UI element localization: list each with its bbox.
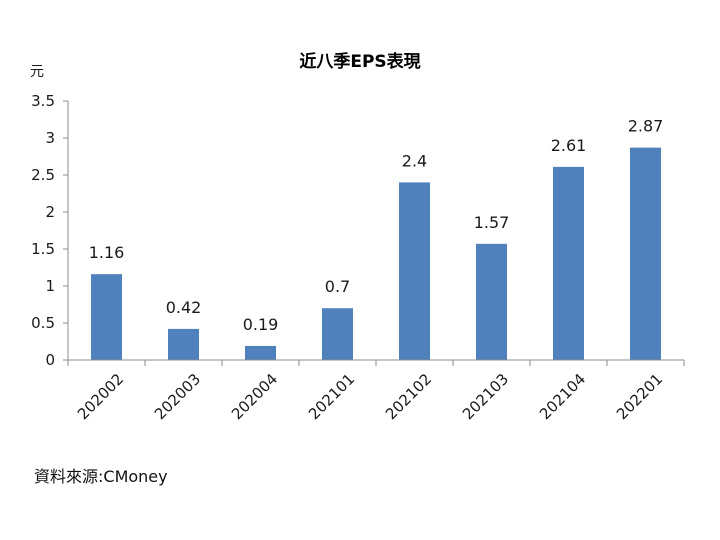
bar-202002	[91, 274, 122, 360]
y-tick-label: 2.5	[31, 166, 55, 184]
bar-202102	[399, 182, 430, 360]
bar-202201	[630, 147, 661, 360]
x-tick-label: 202201	[613, 370, 666, 423]
source-note: 資料來源:CMoney	[34, 467, 168, 486]
x-tick-label: 202104	[536, 370, 589, 423]
y-axis: 0 0.5 1 1.5 2 2.5 3 3.5	[31, 92, 69, 369]
y-tick-label: 2	[45, 203, 55, 221]
chart-title: 近八季EPS表現	[299, 51, 420, 72]
x-tick-label: 202002	[74, 370, 127, 423]
data-label: 2.4	[402, 151, 427, 170]
data-label: 2.87	[628, 117, 664, 136]
data-label: 1.57	[474, 213, 510, 232]
y-tick-label: 0.5	[31, 314, 55, 332]
bars-group: 1.16 0.42 0.19 0.7 2.4 1.57 2.61 2.87	[89, 117, 664, 360]
data-label: 0.19	[243, 315, 279, 334]
x-tick-label: 202101	[305, 370, 358, 423]
y-tick-label: 1.5	[31, 240, 55, 258]
x-tick-label: 202004	[228, 370, 281, 423]
bar-202101	[322, 308, 353, 360]
data-label: 1.16	[89, 243, 125, 262]
y-tick-label: 3.5	[31, 92, 55, 110]
y-tick-label: 0	[45, 351, 55, 369]
data-label: 0.7	[325, 277, 350, 296]
bar-202003	[168, 328, 199, 360]
x-axis: 202002 202003 202004 202101 202102 202103 2021…	[67, 359, 685, 423]
data-label: 0.42	[166, 298, 202, 317]
y-axis-unit: 元	[30, 64, 44, 80]
x-tick-label: 202103	[459, 370, 512, 423]
x-tick-label: 202003	[151, 370, 204, 423]
bar-202004	[245, 345, 276, 360]
bar-202103	[476, 243, 507, 360]
y-tick-label: 1	[45, 277, 55, 295]
bar-202104	[553, 166, 584, 360]
data-label: 2.61	[551, 136, 587, 155]
y-tick-label: 3	[45, 129, 55, 147]
x-tick-label: 202102	[382, 370, 435, 423]
